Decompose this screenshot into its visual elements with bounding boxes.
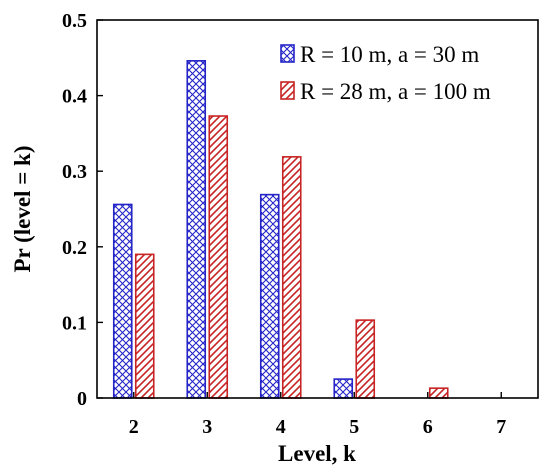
x-tick-label: 2 — [129, 416, 139, 438]
legend-swatch-series-2 — [280, 81, 295, 100]
x-tick-label: 4 — [276, 416, 286, 438]
x-tick-label: 5 — [349, 416, 359, 438]
y-axis-label: Pr (level = k) — [10, 145, 35, 272]
y-tick-label: 0.1 — [62, 312, 87, 334]
x-tick-label: 3 — [202, 416, 212, 438]
y-tick-label: 0.5 — [62, 10, 87, 32]
bar-series-2-k-4 — [281, 156, 302, 399]
legend-swatch-series-1 — [280, 44, 295, 63]
y-axis: 0 0.1 0.2 0.3 0.4 0.5 — [62, 10, 103, 410]
x-axis-label: Level, k — [278, 441, 356, 466]
bar-series-1-k-5 — [333, 378, 354, 399]
bar-series-2-k-6 — [428, 387, 449, 399]
bar-series-2-k-2 — [134, 253, 155, 399]
bar-series-1-k-2 — [112, 203, 133, 399]
bar-series-2-k-3 — [208, 115, 229, 399]
x-tick-label: 7 — [496, 416, 506, 438]
legend: R = 10 m, a = 30 m R = 28 m, a = 100 m — [280, 42, 491, 104]
legend-label-series-1: R = 10 m, a = 30 m — [300, 42, 479, 67]
x-tick-label: 6 — [423, 416, 433, 438]
x-axis: 2 3 4 5 6 7 — [129, 392, 506, 438]
bar-series-1-k-4 — [259, 193, 280, 399]
bar-series-1-k-3 — [186, 60, 207, 399]
bar-series-2-k-5 — [355, 319, 376, 399]
legend-label-series-2: R = 28 m, a = 100 m — [300, 79, 491, 104]
plot-frame — [96, 19, 539, 399]
y-tick-label: 0.3 — [62, 161, 87, 183]
bars-layer — [112, 60, 449, 399]
y-tick-label: 0.4 — [62, 86, 87, 108]
y-tick-label: 0 — [77, 388, 87, 410]
y-tick-label: 0.2 — [62, 237, 87, 259]
